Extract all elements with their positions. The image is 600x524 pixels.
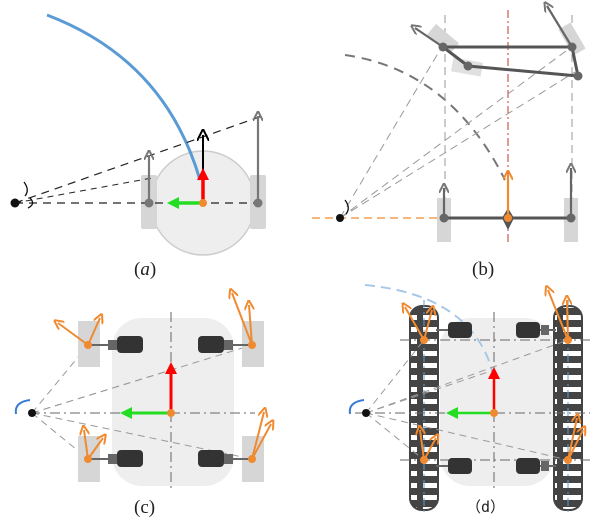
joint-tl-b [438, 42, 448, 52]
wheel-tr-b [558, 22, 586, 56]
wheel-arrow-rr-c [251, 412, 264, 460]
wheel-center-fr-c [248, 341, 256, 349]
coupler-rr-c [224, 454, 233, 464]
trajectory-arc-a [46, 13, 202, 181]
wheel-center-rr-c [248, 455, 256, 463]
link-bottom-b [467, 64, 579, 78]
wheel-arrow-rl2-c [84, 430, 88, 460]
icr-point-a [10, 198, 20, 208]
track-arrow-fr-d [548, 290, 569, 341]
guide-3-d [365, 412, 425, 461]
guide-3-b [339, 71, 576, 219]
trajectory-arc-d [364, 284, 493, 371]
joint-right-b [566, 213, 576, 223]
track-point-rl-d [420, 456, 428, 464]
caption-c: (c) [134, 497, 155, 518]
track-arrow-rr2-d [567, 430, 583, 461]
track-point-rr-d [564, 456, 572, 464]
wheel-arrow-rl-c [87, 438, 103, 460]
motor-rr-d [516, 458, 540, 474]
guide-5-d [365, 369, 495, 414]
chassis-c [112, 318, 234, 486]
icr-point-b [336, 214, 344, 222]
motor-fl-c [117, 336, 143, 353]
guide-5-c [31, 369, 172, 414]
guide-2-b [339, 47, 571, 219]
motor-fr-c [198, 336, 224, 353]
joint-br-b [573, 71, 583, 81]
wheel-arrow-fl-c [87, 318, 100, 346]
coupler-fr-d [541, 325, 549, 335]
body-center-a [199, 199, 207, 207]
rotation-symbol-c [14, 399, 31, 415]
center-point-b [504, 214, 512, 222]
arrow-tr-b [547, 6, 573, 48]
guide-1-d [365, 339, 425, 414]
motor-fr-d [516, 322, 540, 338]
caption-a: (a) [134, 259, 156, 280]
joint-bl-b [463, 61, 473, 71]
guide-4-d [365, 412, 569, 461]
coupler-rl-c [108, 454, 117, 464]
chassis-d [440, 318, 554, 486]
icr-point-d [362, 409, 370, 417]
track-arrow-rl-d [423, 438, 436, 461]
wheel-arrow-rr2-c [251, 424, 271, 460]
rotation-symbol-d [348, 399, 365, 415]
wheel-center-rl-c [84, 455, 92, 463]
track-point-fl-d [420, 336, 428, 344]
motor-rl-d [448, 458, 472, 474]
arrow-tl-b [415, 28, 444, 48]
link-diag-b [442, 45, 469, 68]
panel-b: (b) [312, 6, 586, 280]
motor-rl-c [117, 450, 143, 467]
guide-1-b [339, 49, 441, 219]
panel-c: (c) [14, 293, 271, 518]
body-center-d [490, 409, 498, 417]
panel-a: (a) [10, 13, 266, 280]
motor-fl-d [448, 322, 472, 338]
coupler-fr-c [224, 340, 233, 350]
track-arrow-fr2-d [567, 300, 568, 341]
wheel-center-fl-c [84, 341, 92, 349]
body-center-c [167, 409, 175, 417]
icr-point-c [28, 409, 36, 417]
guide-mid-a [14, 177, 153, 204]
wheel-arrow-fr2-c [249, 305, 252, 346]
coupler-rr-d [541, 461, 549, 471]
wheel-arrow-fl2-c [58, 323, 89, 346]
motor-rr-c [198, 450, 224, 467]
wheel-center-left-a [144, 198, 154, 208]
guide-4-c [31, 412, 253, 460]
track-point-fr-d [564, 336, 572, 344]
track-arrow-rr-d [567, 418, 577, 461]
rotation-symbol-b [344, 199, 349, 215]
wheel-center-right-a [253, 198, 263, 208]
track-arrow-fl2-d [423, 310, 432, 341]
link-right-b [570, 46, 580, 77]
rotation-symbol-a [23, 181, 34, 209]
panel-d: （d） [348, 284, 592, 516]
caption-d: （d） [466, 498, 505, 516]
curvature-arc-b [344, 54, 506, 181]
track-arrow-rl2-d [420, 430, 424, 461]
joint-tr-b [567, 42, 577, 52]
track-arrow-fl-d [405, 307, 425, 341]
coupler-fl-c [108, 340, 117, 350]
wheel-arrow-fr-c [232, 293, 253, 346]
caption-b: (b) [472, 259, 494, 280]
guide-upper-a [14, 114, 266, 204]
joint-left-b [439, 213, 449, 223]
